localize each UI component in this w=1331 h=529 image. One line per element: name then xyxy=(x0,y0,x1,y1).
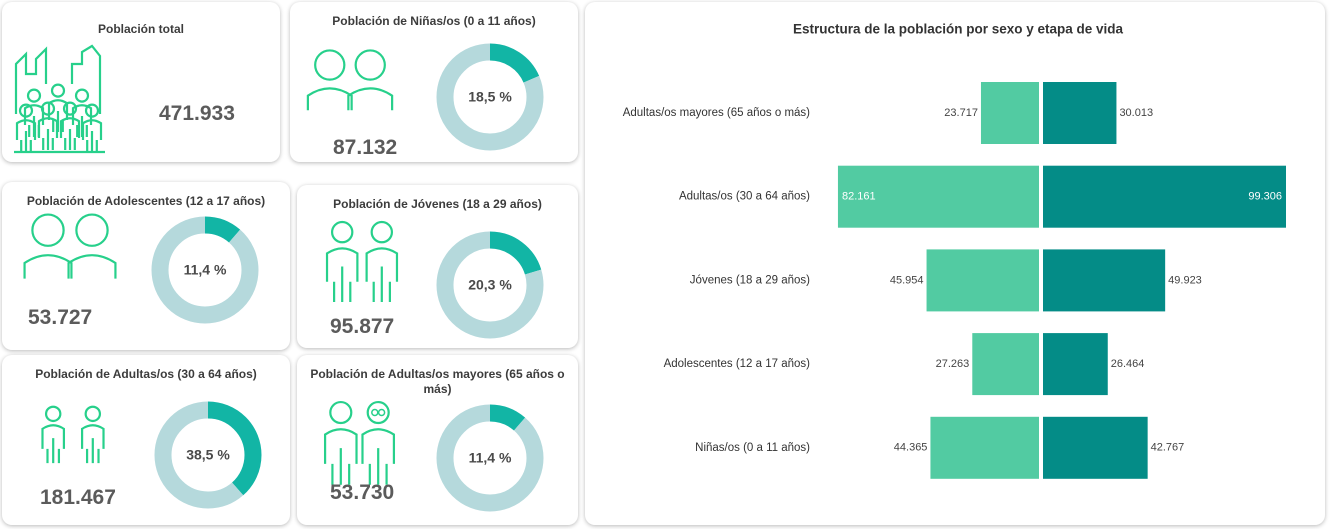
category-label: Niñas/os (0 a 11 años) xyxy=(695,442,810,454)
value-label: 44.365 xyxy=(894,442,928,454)
bar xyxy=(1043,417,1148,479)
dashboard: Población total471.933Población de Niñas… xyxy=(0,0,1331,529)
bar xyxy=(930,417,1039,479)
value-label: 82.161 xyxy=(842,191,876,203)
category-label: Adolescentes (12 a 17 años) xyxy=(664,358,811,370)
value-label: 30.013 xyxy=(1119,107,1153,119)
value-label: 42.767 xyxy=(1151,442,1185,454)
chart-title: Estructura de la población por sexo y et… xyxy=(793,22,1124,37)
value-label: 49.923 xyxy=(1168,274,1202,286)
category-label: Adultas/os (30 a 64 años) xyxy=(679,191,810,203)
bar xyxy=(927,249,1039,311)
pyramid-chart: Estructura de la población por sexo y et… xyxy=(0,0,1331,529)
value-label: 99.306 xyxy=(1248,191,1282,203)
value-label: 26.464 xyxy=(1111,358,1145,370)
value-label: 45.954 xyxy=(890,274,924,286)
bar xyxy=(1043,249,1165,311)
category-label: Jóvenes (18 a 29 años) xyxy=(690,274,810,286)
value-label: 23.717 xyxy=(944,107,978,119)
bar xyxy=(981,82,1039,144)
bar xyxy=(1043,82,1116,144)
value-label: 27.263 xyxy=(936,358,970,370)
bar xyxy=(972,333,1039,395)
bar xyxy=(1043,333,1108,395)
category-label: Adultas/os mayores (65 años o más) xyxy=(623,107,810,119)
